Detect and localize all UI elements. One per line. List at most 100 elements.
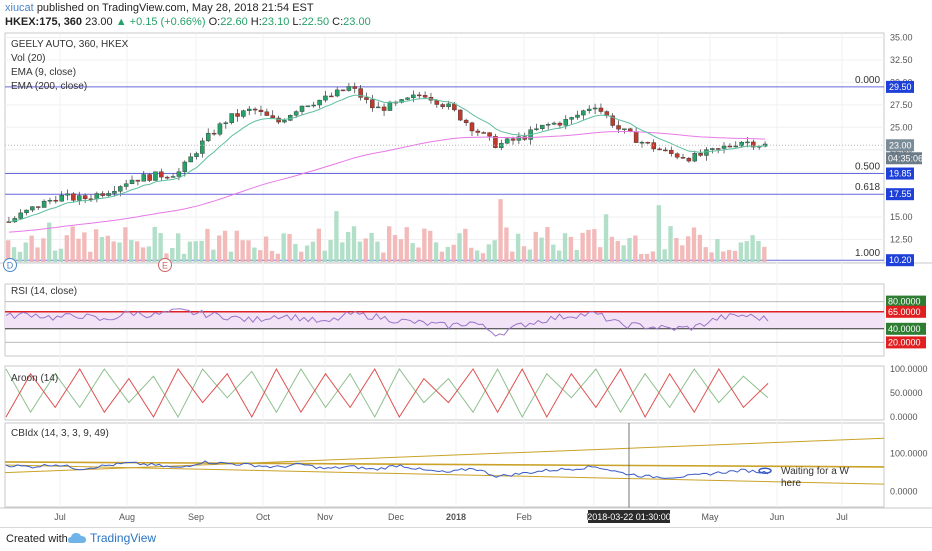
volume-bar [47, 222, 52, 262]
candle-body [182, 161, 188, 172]
volume-bar [99, 237, 105, 262]
earnings-marker[interactable] [158, 258, 172, 272]
price-axis-tick: 15.00 [890, 212, 913, 222]
low-label: L: [292, 16, 302, 28]
volume-bar [299, 251, 304, 262]
cloud-icon [68, 533, 86, 543]
x-tick-label: Aug [119, 512, 135, 522]
candle-body [123, 183, 129, 187]
ema200-legend: EMA (200, close) [11, 81, 87, 92]
volume-bar [17, 251, 23, 262]
current-price-tag-label: 23.00 [889, 140, 912, 150]
volume-bar [105, 235, 111, 262]
volume-bar [592, 229, 597, 262]
volume-bar [756, 240, 761, 262]
trendline-resistance [4, 461, 885, 468]
volume-bar [609, 236, 615, 262]
candle-body [405, 97, 410, 100]
volume-bar [650, 251, 656, 262]
candle-body [65, 193, 70, 196]
cbidx-line [5, 460, 769, 479]
price-axis-tick: 27.50 [890, 100, 913, 110]
x-tick-label: Jun [770, 512, 785, 522]
candle-body [194, 153, 199, 157]
volume-bar [164, 253, 169, 262]
candle-body [311, 104, 316, 107]
volume-bar [691, 227, 697, 262]
candle-body [188, 156, 193, 163]
candle-body [710, 148, 715, 150]
symbol-label[interactable]: HKEX:175, 360 [5, 16, 83, 28]
volume-bar [398, 239, 404, 262]
rsi-level-tag [886, 322, 926, 335]
candle-body [745, 141, 750, 144]
price-change: +0.15 (+0.66%) [129, 16, 206, 28]
volume-bar [644, 253, 650, 262]
candle-body [270, 115, 275, 119]
volume-bar [515, 233, 521, 262]
chart-canvas[interactable]: 0.000 0.500 0.618 1.000 GEELY AUTO, 360, HK… [0, 30, 932, 527]
x-tick-label: Oct [256, 512, 271, 522]
volume-bar [152, 226, 157, 262]
dividend-marker[interactable] [3, 258, 17, 272]
volume-bar [334, 211, 339, 262]
volume-bar [762, 246, 767, 262]
volume-bar [287, 233, 292, 262]
price-axis-tick: 12.50 [890, 235, 913, 245]
pane-frame-aroon [4, 365, 885, 421]
volume-bar [568, 236, 574, 262]
volume-bar [82, 232, 87, 262]
rsi-level-tag-label: 40.0000 [888, 324, 921, 334]
candle-body [657, 148, 662, 151]
cbidx-axis-tick: 100.0000 [890, 449, 928, 459]
rsi-level-tag-label: 20.0000 [888, 337, 921, 347]
volume-bar [351, 226, 357, 262]
volume-bar [674, 238, 679, 262]
volume-bar [304, 245, 310, 262]
candle-body [41, 200, 47, 208]
candle-body [575, 114, 580, 118]
candle-body [446, 103, 451, 107]
candle-body [164, 176, 170, 179]
price-axis-tick: 35.00 [890, 32, 913, 42]
tradingview-logo[interactable]: TradingView [68, 531, 156, 545]
volume-bar [140, 247, 146, 262]
fib-price-tag-label: 17.55 [889, 189, 912, 199]
pane-frame-price [4, 32, 885, 263]
candle-body [551, 122, 557, 125]
fib-level-label: 0.500 [855, 162, 880, 173]
volume-bar [680, 245, 685, 262]
author-link[interactable]: xiucat [5, 2, 34, 14]
volume-bar [322, 250, 327, 262]
chart-header: xiucat published on TradingView.com, May… [0, 0, 932, 30]
volume-bar [428, 230, 433, 262]
candle-body [639, 141, 645, 144]
fib-level-label: 0.000 [855, 75, 880, 86]
volume-bar [316, 228, 322, 262]
fib-price-tag-label: 19.85 [889, 169, 912, 179]
volume-bar [598, 247, 603, 262]
candle-body [352, 86, 358, 89]
volume-bar [387, 226, 392, 262]
volume-bar [345, 231, 351, 262]
volume-bar [64, 235, 69, 262]
price-pane-title: GEELY AUTO, 360, HKEX [11, 39, 129, 50]
candle-body [282, 120, 287, 123]
candle-body [135, 179, 141, 182]
volume-bar [263, 236, 269, 262]
candle-body [53, 199, 59, 202]
volume-bar [726, 249, 732, 262]
candle-body [680, 157, 686, 159]
volume-bar [685, 236, 691, 262]
volume-bar [52, 250, 58, 262]
candle-body [35, 206, 41, 208]
candle-body [106, 193, 111, 196]
candle-body [317, 99, 322, 106]
candle-body [340, 89, 346, 92]
price-axis-tick: 32.50 [890, 55, 913, 65]
candle-body [616, 125, 621, 130]
volume-bar [750, 235, 755, 262]
rsi-level-tag [886, 295, 926, 308]
dividend-marker-label: D [7, 261, 14, 271]
candle-body [481, 132, 486, 134]
